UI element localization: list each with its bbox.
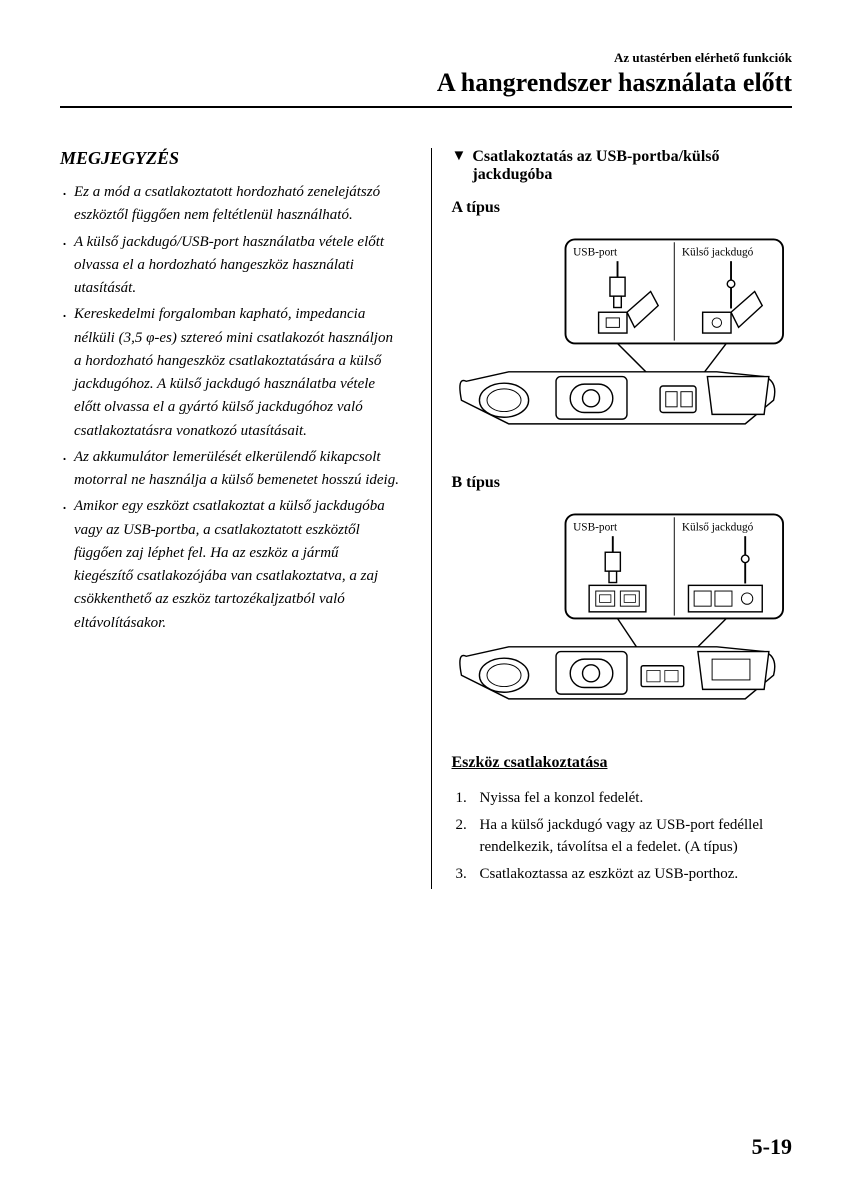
content-area: MEGJEGYZÉS Ez a mód a csatlakoztatott ho…	[60, 148, 792, 889]
header-divider	[60, 106, 792, 108]
right-column: ▼ Csatlakoztatás az USB-portba/külső jac…	[431, 148, 793, 889]
step-item: Nyissa fel a konzol fedelét.	[452, 787, 793, 810]
type-b-label: B típus	[452, 474, 793, 492]
step-item: Ha a külső jackdugó vagy az USB-port fed…	[452, 814, 793, 859]
jack-label: Külső jackdugó	[681, 521, 753, 533]
section-title: ▼ Csatlakoztatás az USB-portba/külső jac…	[452, 148, 793, 184]
note-item: Az akkumulátor lemerülését elkerülendő k…	[60, 446, 401, 493]
note-item: Ez a mód a csatlakoztatott hordozható ze…	[60, 181, 401, 228]
header-subtitle: Az utastérben elérhető funkciók	[60, 50, 792, 66]
usb-label: USB-port	[573, 246, 618, 258]
section-marker-icon: ▼	[452, 148, 467, 165]
notes-list: Ez a mód a csatlakoztatott hordozható ze…	[60, 181, 401, 635]
jack-label: Külső jackdugó	[681, 246, 753, 258]
page-number: 5-19	[752, 1134, 792, 1160]
diagram-type-b: USB-port Külső jackdugó	[452, 504, 793, 714]
step-item: Csatlakoztassa az eszközt az USB-porthoz…	[452, 863, 793, 886]
header-title: A hangrendszer használata előtt	[60, 68, 792, 98]
notes-title: MEGJEGYZÉS	[60, 148, 401, 169]
note-item: Amikor egy eszközt csatlakoztat a külső …	[60, 495, 401, 635]
note-item: A külső jackdugó/USB-port használatba vé…	[60, 231, 401, 301]
usb-label: USB-port	[573, 521, 618, 533]
subsection-title: Eszköz csatlakoztatása	[452, 754, 793, 772]
steps-list: Nyissa fel a konzol fedelét. Ha a külső …	[452, 787, 793, 885]
diagram-type-a: USB-port Külső jackdugó	[452, 229, 793, 439]
note-item: Kereskedelmi forgalomban kapható, impeda…	[60, 303, 401, 443]
page-header: Az utastérben elérhető funkciók A hangre…	[60, 50, 792, 98]
left-column: MEGJEGYZÉS Ez a mód a csatlakoztatott ho…	[60, 148, 401, 889]
type-a-label: A típus	[452, 199, 793, 217]
section-title-text: Csatlakoztatás az USB-portba/külső jackd…	[472, 148, 792, 184]
